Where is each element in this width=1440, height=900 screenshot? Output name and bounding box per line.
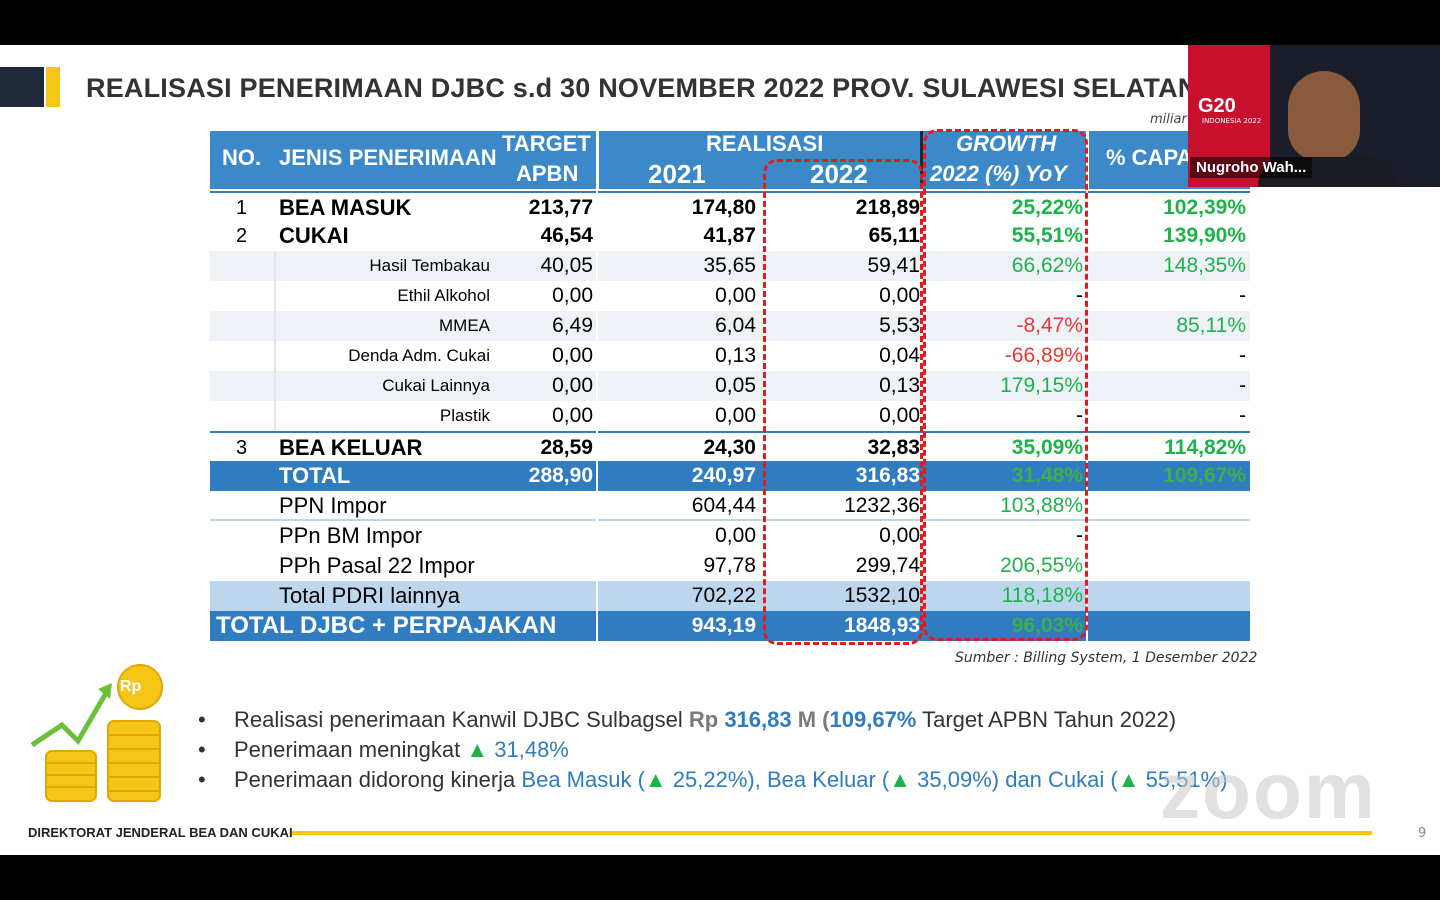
bullet-item: • Realisasi penerimaan Kanwil DJBC Sulbag… <box>198 707 1177 732</box>
header-target-1: TARGET <box>502 131 591 156</box>
table-row: Plastik 0,00 0,00 0,00 - - <box>210 401 1250 431</box>
table-row: Ethil Alkohol 0,00 0,00 0,00 - - <box>210 281 1250 311</box>
zoom-watermark: zoom <box>1160 746 1377 835</box>
header-capaian: % CAPA <box>1106 145 1193 170</box>
slide-title: REALISASI PENERIMAAN DJBC s.d 30 NOVEMBE… <box>86 73 1198 103</box>
table-row: PPN Impor 604,44 1232,36 103,88% <box>210 491 1250 521</box>
page-number: 9 <box>1418 826 1427 841</box>
footer-rule <box>292 831 1372 835</box>
header-2021: 2021 <box>648 159 706 189</box>
table-row: 3 BEA KELUAR 28,59 24,30 32,83 35,09% 11… <box>210 431 1250 461</box>
participant-face <box>1288 71 1360 161</box>
table-row: Denda Adm. Cukai 0,00 0,13 0,04 -66,89% … <box>210 341 1250 371</box>
table-row: Hasil Tembakau 40,05 35,65 59,41 66,62% … <box>210 251 1250 281</box>
up-triangle-icon: ▲ <box>1117 767 1140 792</box>
header-no: NO. <box>222 145 262 170</box>
g20-logo-subtitle: INDONESIA 2022 <box>1202 117 1262 125</box>
header-target-2: APBN <box>516 161 579 186</box>
participant-name: Nugroho Wah... <box>1190 157 1313 178</box>
table-row-grand-total: TOTAL DJBC + PERPAJAKAN 943,19 1848,93 9… <box>210 611 1250 641</box>
table-row: 1 BEA MASUK 213,77 174,80 218,89 25,22% … <box>210 191 1250 221</box>
header-jenis: JENIS PENERIMAAN <box>279 145 497 170</box>
up-triangle-icon: ▲ <box>889 767 912 792</box>
g20-logo: G20 <box>1198 95 1236 117</box>
header-growth-1: GROWTH <box>956 131 1057 156</box>
participant-video-tile[interactable]: G20 INDONESIA 2022 Nugroho Wah... <box>1188 45 1440 187</box>
up-triangle-icon: ▲ <box>466 737 489 762</box>
bullet-item: • Penerimaan meningkat ▲ 31,48% <box>198 737 569 762</box>
bullet-item: • Penerimaan didorong kinerja Bea Masuk (… <box>198 767 1228 792</box>
table-header: NO. JENIS PENERIMAAN TARGET APBN REALISA… <box>210 131 1250 189</box>
table-row: Cukai Lainnya 0,00 0,05 0,13 179,15% - <box>210 371 1250 401</box>
table-row-total: TOTAL 288,90 240,97 316,83 31,48% 109,67… <box>210 461 1250 491</box>
up-triangle-icon: ▲ <box>644 767 667 792</box>
table-row: Total PDRI lainnya 702,22 1532,10 118,18… <box>210 581 1250 611</box>
source-note: Sumber : Billing System, 1 Desember 2022 <box>955 650 1258 666</box>
highlight-growth-column <box>923 129 1088 641</box>
header-growth-2: 2022 (%) YoY <box>930 161 1067 186</box>
unit-label: miliar <box>1150 112 1187 127</box>
table-row: PPh Pasal 22 Impor 97,78 299,74 206,55% <box>210 551 1250 581</box>
summary-bullets: • Realisasi penerimaan Kanwil DJBC Sulbag… <box>198 705 1228 795</box>
highlight-2022-column <box>763 159 923 645</box>
header-realisasi: REALISASI <box>706 131 824 156</box>
table-row: 2 CUKAI 46,54 41,87 65,11 55,51% 139,90% <box>210 221 1250 251</box>
table-row: MMEA 6,49 6,04 5,53 -8,47% 85,11% <box>210 311 1250 341</box>
table-row: PPn BM Impor 0,00 0,00 - <box>210 521 1250 551</box>
title-accent-yellow <box>46 67 60 107</box>
coins-chart-icon <box>30 664 163 802</box>
coin-label: Rp <box>120 678 142 695</box>
header-2022: 2022 <box>810 159 868 189</box>
footer-organization: DIREKTORAT JENDERAL BEA DAN CUKAI <box>28 825 293 840</box>
title-accent-dark <box>0 67 44 107</box>
